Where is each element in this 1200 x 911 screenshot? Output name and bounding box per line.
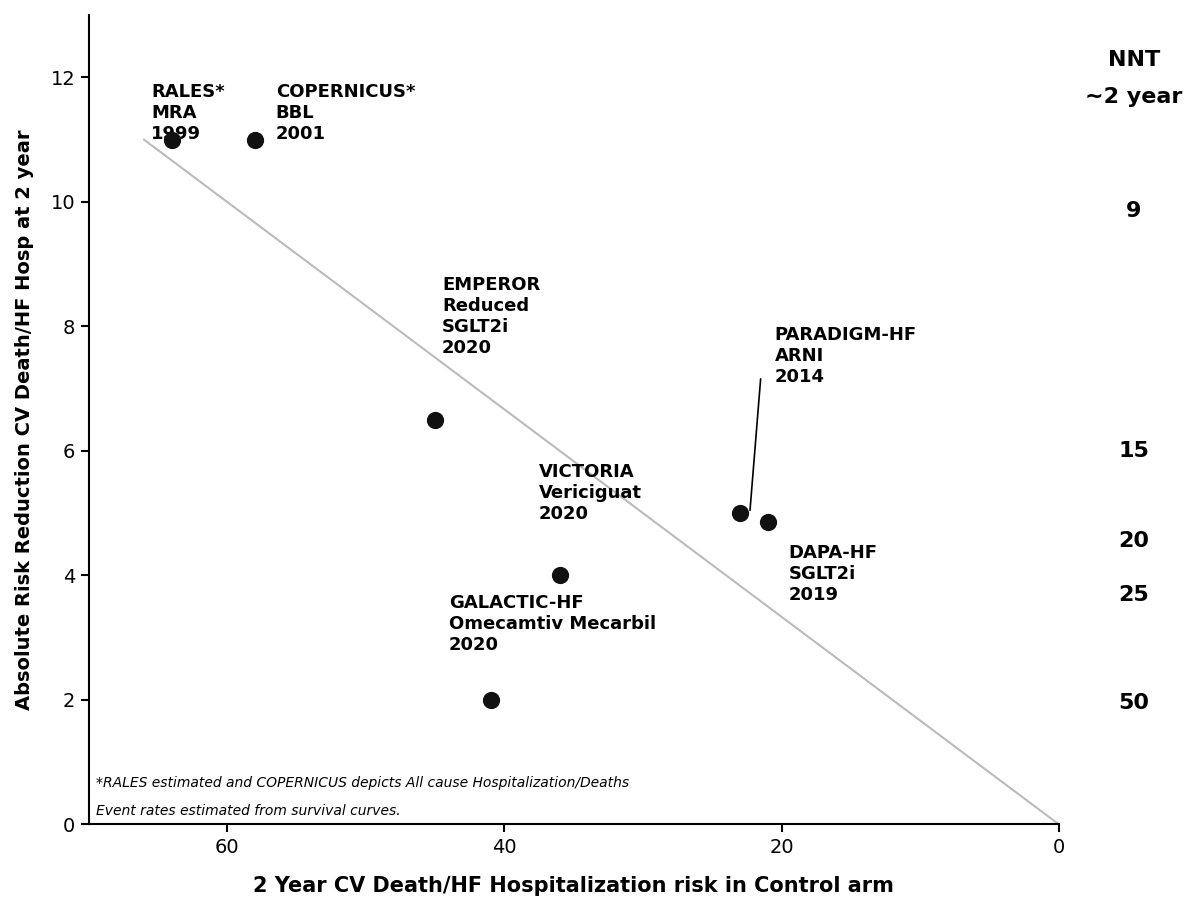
Point xyxy=(162,132,181,147)
Text: 15: 15 xyxy=(1118,441,1150,461)
Text: 25: 25 xyxy=(1118,585,1150,605)
Text: ~2 year: ~2 year xyxy=(1085,87,1183,107)
Text: DAPA-HF
SGLT2i
2019: DAPA-HF SGLT2i 2019 xyxy=(788,544,877,604)
Point xyxy=(551,568,570,583)
Text: RALES*
MRA
1999: RALES* MRA 1999 xyxy=(151,84,224,143)
Text: PARADIGM-HF
ARNI
2014: PARADIGM-HF ARNI 2014 xyxy=(775,326,917,386)
Text: EMPEROR
Reduced
SGLT2i
2020: EMPEROR Reduced SGLT2i 2020 xyxy=(442,276,540,357)
Text: 20: 20 xyxy=(1118,531,1150,551)
Point xyxy=(481,692,500,707)
Point xyxy=(426,413,445,427)
Point xyxy=(758,515,778,529)
X-axis label: 2 Year CV Death/HF Hospitalization risk in Control arm: 2 Year CV Death/HF Hospitalization risk … xyxy=(253,876,894,896)
Text: Event rates estimated from survival curves.: Event rates estimated from survival curv… xyxy=(96,804,400,818)
Text: COPERNICUS*
BBL
2001: COPERNICUS* BBL 2001 xyxy=(276,84,415,143)
Text: NNT: NNT xyxy=(1108,50,1160,70)
Text: 9: 9 xyxy=(1127,201,1141,221)
Text: GALACTIC-HF
Omecamtiv Mecarbil
2020: GALACTIC-HF Omecamtiv Mecarbil 2020 xyxy=(449,594,656,653)
Text: VICTORIA
Vericiguat
2020: VICTORIA Vericiguat 2020 xyxy=(539,464,642,523)
Point xyxy=(245,132,264,147)
Text: 50: 50 xyxy=(1118,693,1150,713)
Y-axis label: Absolute Risk Reduction CV Death/HF Hosp at 2 year: Absolute Risk Reduction CV Death/HF Hosp… xyxy=(14,129,34,710)
Point xyxy=(731,506,750,520)
Text: *RALES estimated and COPERNICUS depicts All cause Hospitalization/Deaths: *RALES estimated and COPERNICUS depicts … xyxy=(96,776,629,790)
